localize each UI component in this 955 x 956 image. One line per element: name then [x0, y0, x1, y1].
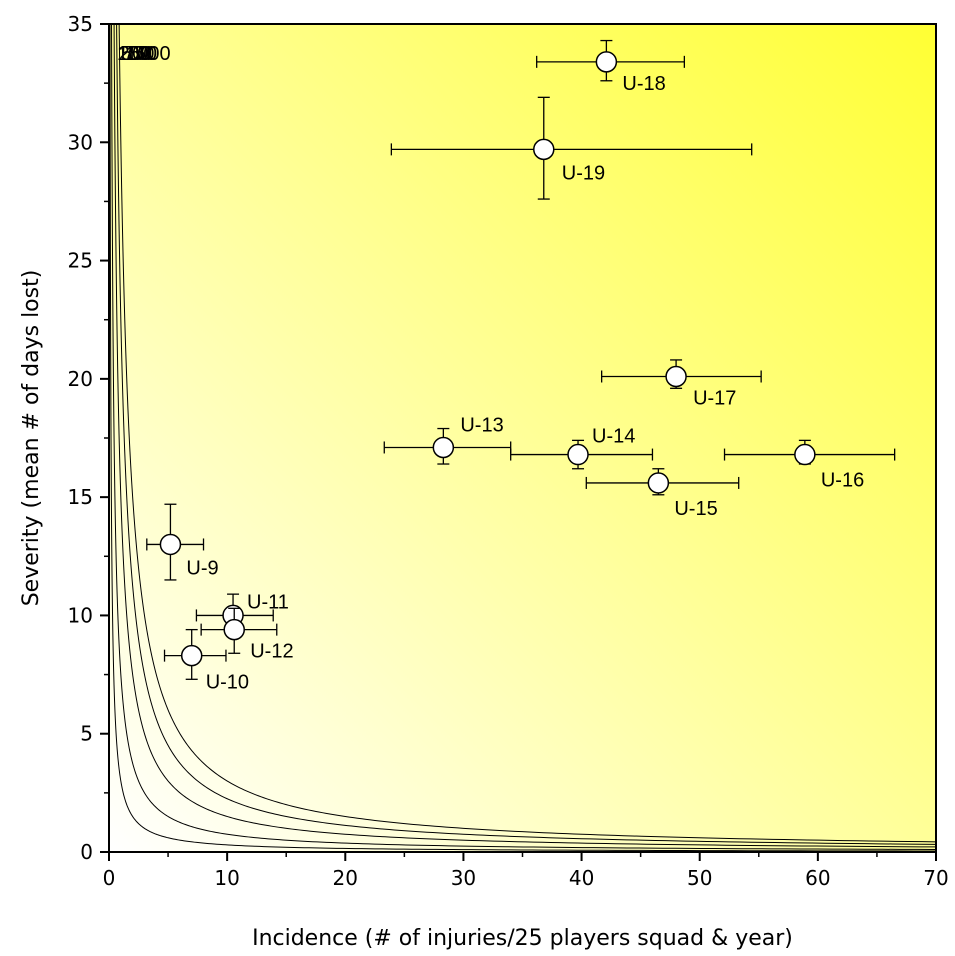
x-tick-label: 0: [103, 866, 116, 890]
point-U-12: U-12: [200, 607, 294, 663]
y-tick-label: 5: [80, 722, 93, 746]
x-axis-title: Incidence (# of injuries/25 players squa…: [252, 926, 793, 951]
point-marker: [794, 443, 816, 466]
point-label: U-16: [821, 470, 864, 492]
point-U-13: U-13: [383, 414, 512, 465]
point-label: U-13: [460, 414, 503, 436]
y-tick-label: 30: [68, 130, 93, 154]
curve-label-250: 250: [119, 43, 152, 65]
point-U-10: U-10: [163, 628, 249, 694]
point-U-9: U-9: [146, 503, 219, 581]
iso-burden-curves: [109, 24, 936, 852]
y-tick-label: 10: [68, 603, 93, 627]
point-marker: [665, 365, 687, 388]
curve-100: [109, 24, 936, 852]
curve-label-500: 500: [121, 43, 154, 65]
y-axis-title: Severity (mean # of days lost): [19, 270, 44, 607]
y-tick-label: 25: [68, 249, 93, 273]
curve-label-1000: 1000: [126, 43, 170, 65]
point-label: U-9: [186, 557, 218, 579]
curve-1000: [118, 24, 936, 843]
curve-750: [116, 24, 936, 845]
x-tick-label: 70: [923, 866, 948, 890]
y-axis: 0 5 10 15 20 25 30 35: [68, 12, 109, 864]
point-label: U-17: [693, 387, 736, 409]
point-U-17: U-17: [601, 359, 762, 409]
curve-500: [113, 24, 936, 848]
curve-label-750: 750: [124, 43, 157, 65]
point-marker: [533, 138, 555, 161]
x-tick-label: 10: [214, 866, 239, 890]
point-U-18: U-18: [536, 39, 686, 95]
point-label: U-15: [674, 498, 717, 520]
point-label: U-18: [622, 73, 665, 95]
point-label: U-10: [206, 672, 249, 694]
y-tick-label: 20: [68, 367, 93, 391]
point-marker: [595, 51, 618, 73]
point-label: U-11: [247, 591, 289, 613]
y-tick-label: 0: [80, 840, 93, 864]
point-U-14: U-14: [510, 426, 654, 470]
y-tick-label: 15: [68, 485, 93, 509]
point-marker: [223, 618, 245, 641]
data-points: U-9 U-10 U-11 U-12 U-13 U-14 U-15 U-16 U-17 U-18 U…: [146, 39, 896, 694]
y-tick-label: 35: [68, 12, 93, 36]
point-marker: [159, 533, 182, 556]
x-axis: 0 10 20 30 40 50 60 70: [103, 852, 949, 890]
point-label: U-12: [250, 641, 293, 663]
point-label: U-14: [592, 426, 635, 448]
point-marker: [647, 472, 670, 494]
point-marker: [432, 436, 455, 459]
point-label: U-19: [562, 162, 605, 184]
point-U-19: U-19: [390, 96, 753, 200]
point-U-16: U-16: [723, 439, 896, 492]
x-tick-label: 50: [687, 866, 712, 890]
curve-label-100: 100: [117, 43, 150, 65]
curve-250: [111, 24, 936, 850]
point-U-15: U-15: [585, 468, 740, 520]
plot-background: [109, 24, 936, 852]
x-tick-label: 30: [451, 866, 476, 890]
x-tick-label: 60: [805, 866, 830, 890]
point-marker: [180, 644, 203, 667]
x-tick-label: 20: [333, 866, 358, 890]
x-tick-label: 40: [569, 866, 594, 890]
point-marker: [567, 443, 589, 466]
